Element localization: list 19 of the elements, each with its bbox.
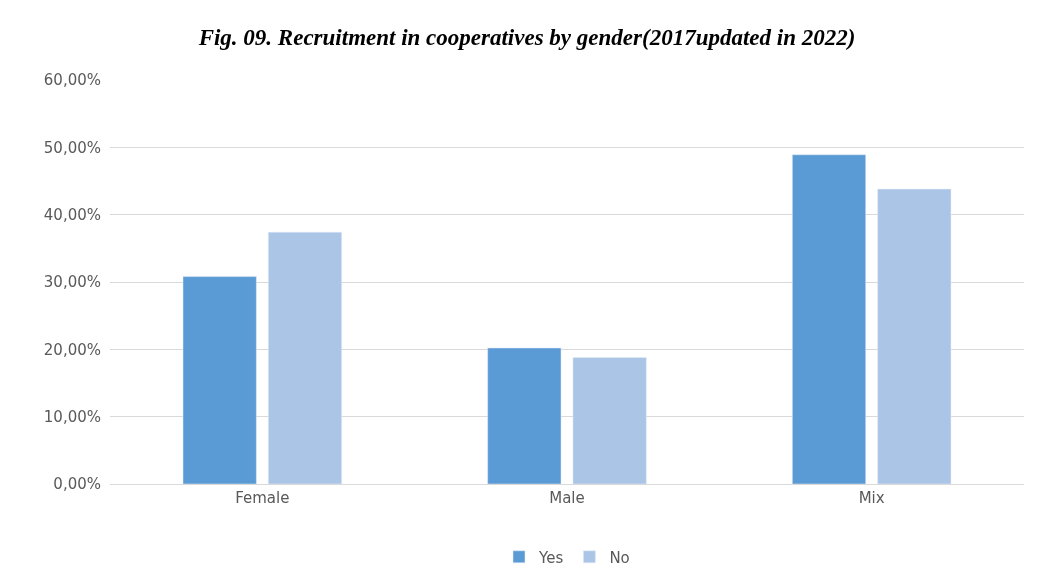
y-tick-label: 20,00% bbox=[43, 340, 101, 359]
y-tick-label: 60,00% bbox=[43, 71, 101, 90]
chart-title: Fig. 09. Recruitment in cooperatives by gender(2017updated in 2022) bbox=[197, 25, 856, 51]
bar bbox=[572, 357, 647, 484]
bar bbox=[792, 154, 866, 484]
bar bbox=[268, 231, 342, 484]
legend-label: No bbox=[609, 548, 630, 567]
y-tick-label: 30,00% bbox=[43, 273, 101, 292]
y-tick-label: 50,00% bbox=[43, 138, 101, 157]
x-tick-label: Male bbox=[549, 489, 585, 507]
y-tick-label: 40,00% bbox=[43, 205, 101, 224]
bar bbox=[487, 347, 562, 484]
y-tick-label: 0,00% bbox=[53, 475, 101, 494]
bar bbox=[182, 276, 257, 484]
x-tick-label: Mix bbox=[858, 489, 885, 507]
legend-label: Yes bbox=[538, 548, 564, 567]
bar bbox=[877, 188, 952, 484]
x-tick-label: Female bbox=[235, 489, 290, 507]
y-tick-label: 10,00% bbox=[43, 407, 101, 426]
